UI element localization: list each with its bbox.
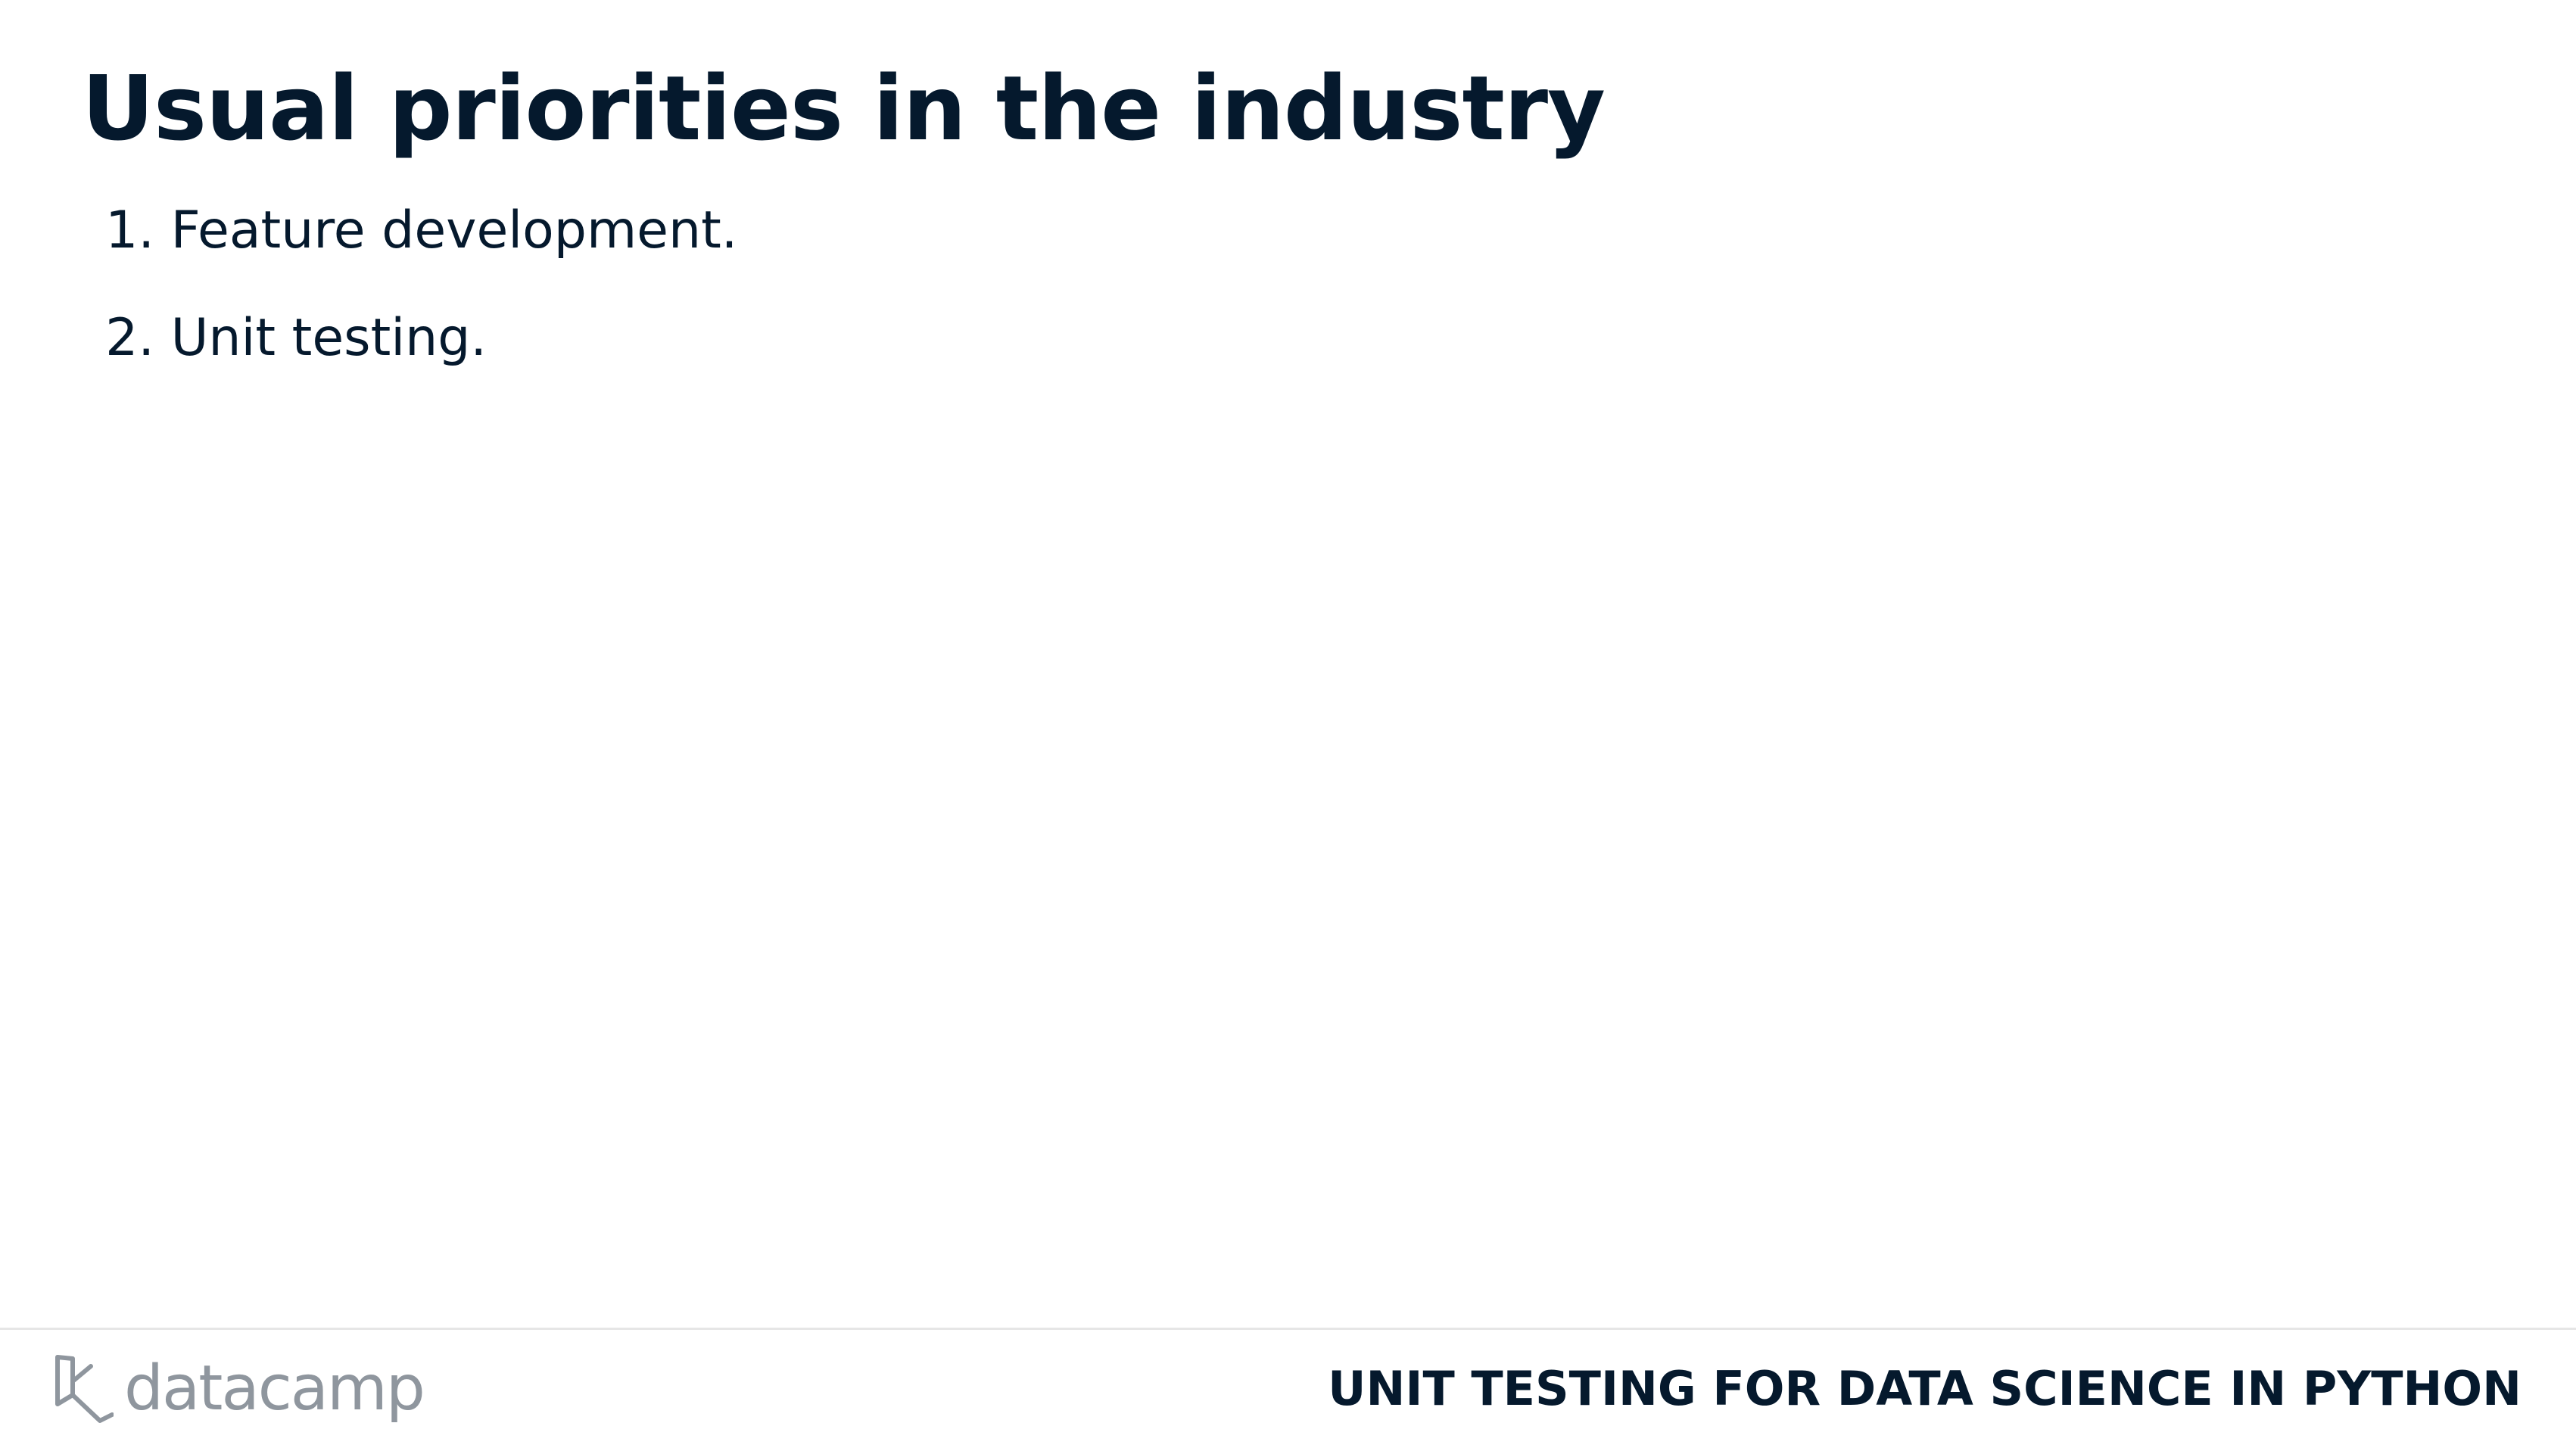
list-item: 2. Unit testing. <box>82 304 737 412</box>
list-item-text: Unit testing. <box>170 308 487 368</box>
slide-title: Usual priorities in the industry <box>82 56 1606 160</box>
priority-list: 1. Feature development. 2. Unit testing. <box>82 197 737 412</box>
course-title: UNIT TESTING FOR DATA SCIENCE IN PYTHON <box>1328 1361 2521 1416</box>
footer-divider <box>0 1328 2576 1330</box>
list-item-text: Feature development. <box>170 201 738 260</box>
list-item-number: 2. <box>105 308 154 368</box>
datacamp-logo: datacamp <box>53 1347 425 1431</box>
datacamp-logo-icon <box>55 1355 114 1423</box>
list-item: 1. Feature development. <box>82 197 737 304</box>
datacamp-logo-text: datacamp <box>124 1353 425 1425</box>
list-item-number: 1. <box>105 201 154 260</box>
